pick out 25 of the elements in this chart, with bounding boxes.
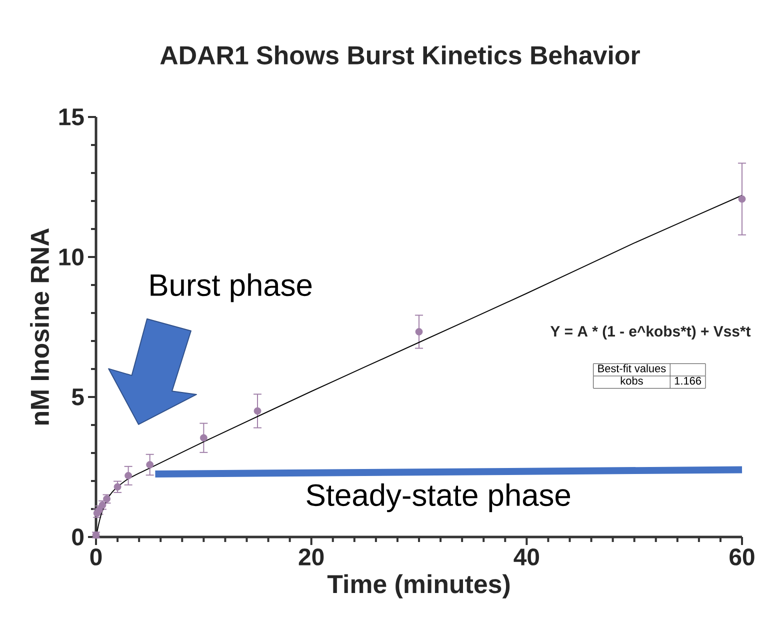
x-tick-label: 60 — [730, 548, 754, 566]
y-tick-label: 5 — [72, 388, 84, 406]
point — [114, 483, 122, 491]
y-tick-label: 0 — [72, 528, 84, 546]
annotation: Burst phase — [150, 273, 312, 302]
x-tick-label: 0 — [90, 548, 102, 566]
x-tick-label: 20 — [298, 548, 324, 566]
point — [738, 195, 746, 203]
point — [200, 434, 208, 442]
y-tick-label: 10 — [59, 248, 84, 266]
annotation: Y = A * (1 - e^kobs*t) + Vss*t — [550, 326, 751, 340]
y-axis-title: nM Inosine RNA — [30, 228, 50, 425]
y-tick-label: 15 — [59, 108, 84, 126]
point — [124, 472, 132, 480]
point — [146, 461, 154, 468]
chart-title: ADAR1 Shows Burst Kinetics Behavior — [160, 45, 640, 64]
annotation: kobs — [620, 376, 643, 385]
annotation: Best-fit values — [598, 364, 666, 372]
point — [415, 328, 423, 336]
point — [254, 407, 262, 415]
annotation: Steady-state phase — [306, 483, 570, 512]
x-tick-label: 40 — [514, 548, 539, 566]
x-axis-title: Time (minutes) — [327, 574, 510, 598]
point — [92, 531, 100, 539]
annotation: 1.166 — [674, 376, 702, 385]
